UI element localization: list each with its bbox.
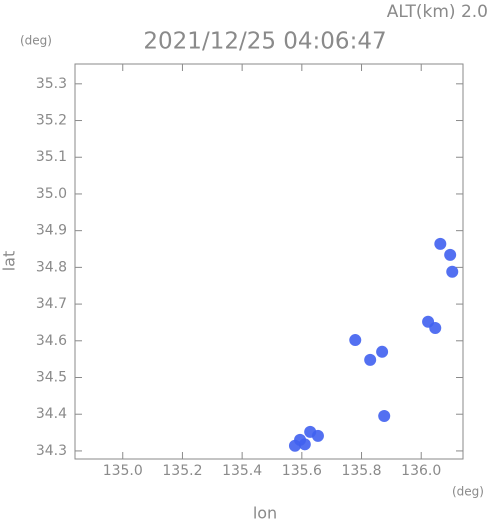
- echo-point: [364, 353, 377, 366]
- chart-title: 2021/12/25 04:06:47: [143, 29, 386, 55]
- y-unit: (deg): [20, 34, 52, 48]
- y-tick-label: 34.7: [36, 296, 67, 312]
- echo-point: [434, 237, 447, 250]
- y-axis-label: lat: [0, 251, 19, 272]
- x-tick-label: 135.0: [103, 463, 143, 479]
- y-tick-label: 34.6: [36, 333, 67, 349]
- x-axis-label: lon: [253, 504, 277, 522]
- echo-point: [298, 438, 311, 451]
- echo-point: [444, 248, 457, 261]
- x-tick-label: 135.8: [341, 463, 381, 479]
- echo-point: [311, 429, 324, 442]
- echo-point: [349, 334, 362, 347]
- x-unit: (deg): [452, 485, 484, 499]
- y-tick-label: 34.4: [36, 406, 67, 422]
- x-tick-label: 135.4: [222, 463, 262, 479]
- echo-point: [376, 345, 389, 358]
- echo-point: [378, 410, 391, 423]
- plot-frame: [74, 63, 464, 460]
- x-tick-label: 135.6: [282, 463, 322, 479]
- x-tick-label: 136.0: [401, 463, 441, 479]
- x-tick-label: 135.2: [162, 463, 202, 479]
- y-tick-label: 35.1: [36, 149, 67, 165]
- y-tick-label: 34.5: [36, 370, 67, 386]
- y-tick-label: 34.8: [36, 259, 67, 275]
- y-tick-label: 34.9: [36, 223, 67, 239]
- y-tick-label: 35.0: [36, 186, 67, 202]
- y-tick-label: 35.2: [36, 113, 67, 129]
- y-tick-label: 34.3: [36, 443, 67, 459]
- altitude-label: ALT(km) 2.0: [387, 2, 488, 22]
- echo-point: [429, 321, 442, 334]
- y-tick-label: 35.3: [36, 76, 67, 92]
- echo-point: [446, 265, 459, 278]
